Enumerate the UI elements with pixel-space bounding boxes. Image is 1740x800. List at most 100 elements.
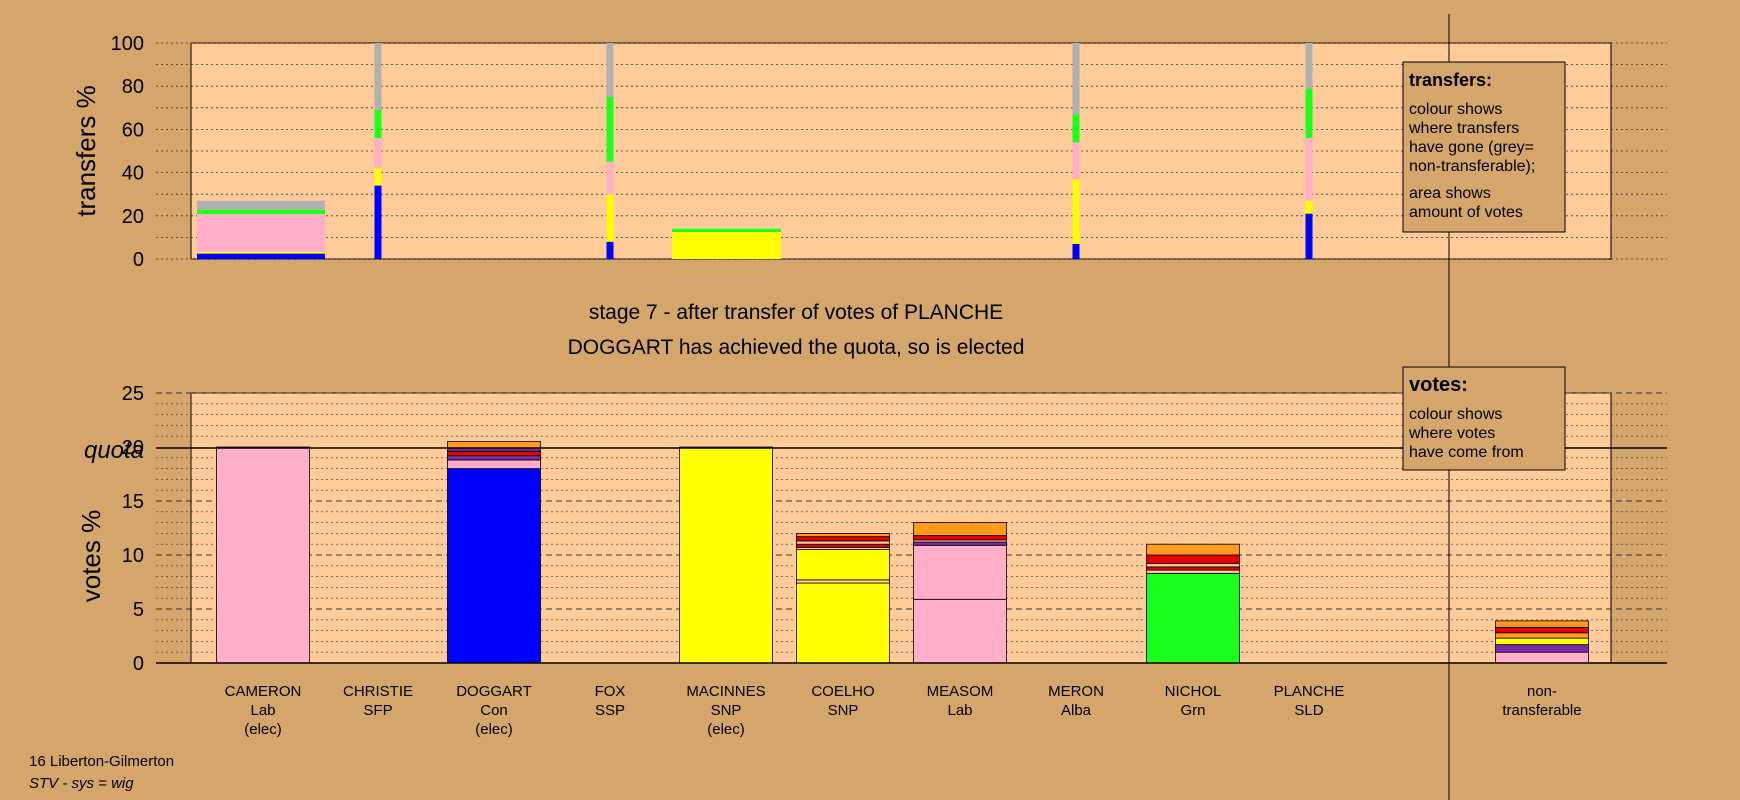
votes-bars xyxy=(216,441,1589,664)
transfer-segment-macinnes xyxy=(672,232,781,259)
votes-y-tick-label: 5 xyxy=(133,599,144,621)
votes-legend-line: colour shows xyxy=(1409,406,1502,423)
transfer-segment-macinnes xyxy=(672,228,781,232)
transfer-segment-meron xyxy=(1072,243,1080,259)
transfer-segment-christie xyxy=(374,185,382,259)
transfers-legend-line: have gone (grey= xyxy=(1409,139,1534,156)
transfers-legend-box xyxy=(1402,61,1566,233)
candidate-label-fox: FOX xyxy=(595,683,626,700)
transfer-segment-christie xyxy=(374,138,382,169)
candidate-label-doggart: (elec) xyxy=(475,721,513,738)
transfer-segment-planche xyxy=(1305,43,1313,89)
vote-segment-coelho xyxy=(796,536,890,542)
votes-y-tick-label: 20 xyxy=(122,437,144,459)
vote-segment-coelho xyxy=(796,549,890,581)
transfer-segment-meron xyxy=(1072,43,1080,115)
candidate-label-macinnes: SNP xyxy=(711,702,742,719)
transfer-segment-cameron xyxy=(197,251,325,254)
candidate-label-nichol: Grn xyxy=(1180,702,1205,719)
transfer-segment-fox xyxy=(606,161,614,195)
candidate-label-meron: Alba xyxy=(1061,702,1092,719)
vote-segment-doggart xyxy=(447,455,541,461)
transfers-y-tick-label: 40 xyxy=(122,163,144,185)
votes-y-tick-label: 25 xyxy=(122,383,144,405)
ward-name: 16 Liberton-Gilmerton xyxy=(29,753,174,770)
transfer-segment-planche xyxy=(1305,138,1313,201)
transfers-legend: transfers: colour shows where transfers … xyxy=(1402,61,1566,233)
votes-legend-title: votes: xyxy=(1409,374,1468,396)
vote-segment-nichol xyxy=(1146,563,1240,568)
transfers-legend-line: non-transferable); xyxy=(1409,158,1535,175)
transfer-segment-christie xyxy=(374,109,382,139)
transfer-segment-meron xyxy=(1072,114,1080,143)
vote-segment-nichol xyxy=(1146,554,1240,565)
transfers-legend-title: transfers: xyxy=(1409,70,1492,90)
candidate-label-coelho: SNP xyxy=(828,702,859,719)
transfer-segment-planche xyxy=(1305,213,1313,259)
votes-legend: votes: colour shows where votes have com… xyxy=(1402,366,1566,471)
transfers-legend-line: amount of votes xyxy=(1409,204,1523,221)
vote-segment-nichol xyxy=(1146,572,1240,664)
transfer-segment-fox xyxy=(606,241,614,259)
transfers-y-ticks: 0 20 40 60 80 100 xyxy=(111,33,144,271)
vote-segment-coelho xyxy=(796,543,890,548)
candidate-label-planche: SLD xyxy=(1294,702,1323,719)
vote-segment-coelho xyxy=(796,582,890,664)
system-note: STV - sys = wig xyxy=(29,775,134,792)
vote-segment-macinnes xyxy=(679,446,773,664)
vote-segment-nontransferable xyxy=(1495,651,1589,664)
vote-segment-measom xyxy=(913,598,1007,664)
transfers-legend-line: area shows xyxy=(1409,185,1491,202)
transfers-y-tick-label: 0 xyxy=(133,249,144,271)
transfers-y-tick-label: 100 xyxy=(111,33,144,55)
votes-legend-box xyxy=(1402,366,1566,471)
candidate-label-macinnes: (elec) xyxy=(707,721,745,738)
vote-segment-nontransferable xyxy=(1495,620,1589,628)
candidate-label-christie: CHRISTIE xyxy=(343,683,413,700)
transfer-segment-cameron xyxy=(197,209,325,215)
transfers-bars xyxy=(197,43,1313,259)
vote-segment-doggart xyxy=(447,450,541,457)
candidate-label-cameron: CAMERON xyxy=(225,683,302,700)
vote-segment-measom xyxy=(913,535,1007,541)
candidate-label-doggart: Con xyxy=(480,702,508,719)
transfers-legend-line: colour shows xyxy=(1409,101,1502,118)
vote-segment-cameron xyxy=(216,446,310,664)
candidate-label-cameron: (elec) xyxy=(244,721,282,738)
transfer-segment-christie xyxy=(374,43,382,110)
votes-gridlines xyxy=(156,392,1667,653)
transfers-y-axis-title: transfers % xyxy=(71,85,101,217)
transfers-legend-line: where transfers xyxy=(1408,120,1519,137)
candidate-label-planche: PLANCHE xyxy=(1274,683,1345,700)
transfer-segment-christie xyxy=(374,168,382,186)
candidate-label-christie: SFP xyxy=(363,702,392,719)
transfer-segment-meron xyxy=(1072,179,1080,244)
vote-segment-coelho xyxy=(796,540,890,545)
transfers-y-tick-label: 20 xyxy=(122,206,144,228)
vote-segment-doggart xyxy=(447,459,541,469)
transfer-segment-planche xyxy=(1305,200,1313,214)
vote-segment-nontransferable xyxy=(1495,644,1589,653)
transfers-gridlines xyxy=(156,42,1667,260)
nontransferable-label: transferable xyxy=(1502,702,1581,719)
votes-y-axis-title: votes % xyxy=(76,510,106,603)
votes-legend-line: have come from xyxy=(1409,444,1524,461)
transfer-segment-fox xyxy=(606,97,614,162)
vote-segment-doggart xyxy=(447,468,541,664)
stage-description: stage 7 - after transfer of votes of PLA… xyxy=(589,301,1003,324)
nontransferable-label: non- xyxy=(1527,683,1557,700)
transfer-segment-fox xyxy=(606,43,614,97)
votes-y-ticks: 0 5 10 15 20 25 xyxy=(122,383,144,675)
transfer-segment-cameron xyxy=(197,214,325,252)
candidate-label-cameron: Lab xyxy=(250,702,275,719)
vote-segment-measom xyxy=(913,541,1007,546)
candidate-label-measom: Lab xyxy=(947,702,972,719)
vote-segment-measom xyxy=(913,544,1007,600)
vote-segment-nontransferable xyxy=(1495,632,1589,639)
votes-panel: 0 5 10 15 20 25 CAMERON Lab (elec) CHRISTIE SFP DO… xyxy=(76,383,1667,738)
quota-label: quota xyxy=(84,437,144,464)
votes-legend-line: where votes xyxy=(1408,425,1495,442)
candidate-label-doggart: DOGGART xyxy=(456,683,532,700)
candidate-label-meron: MERON xyxy=(1048,683,1104,700)
